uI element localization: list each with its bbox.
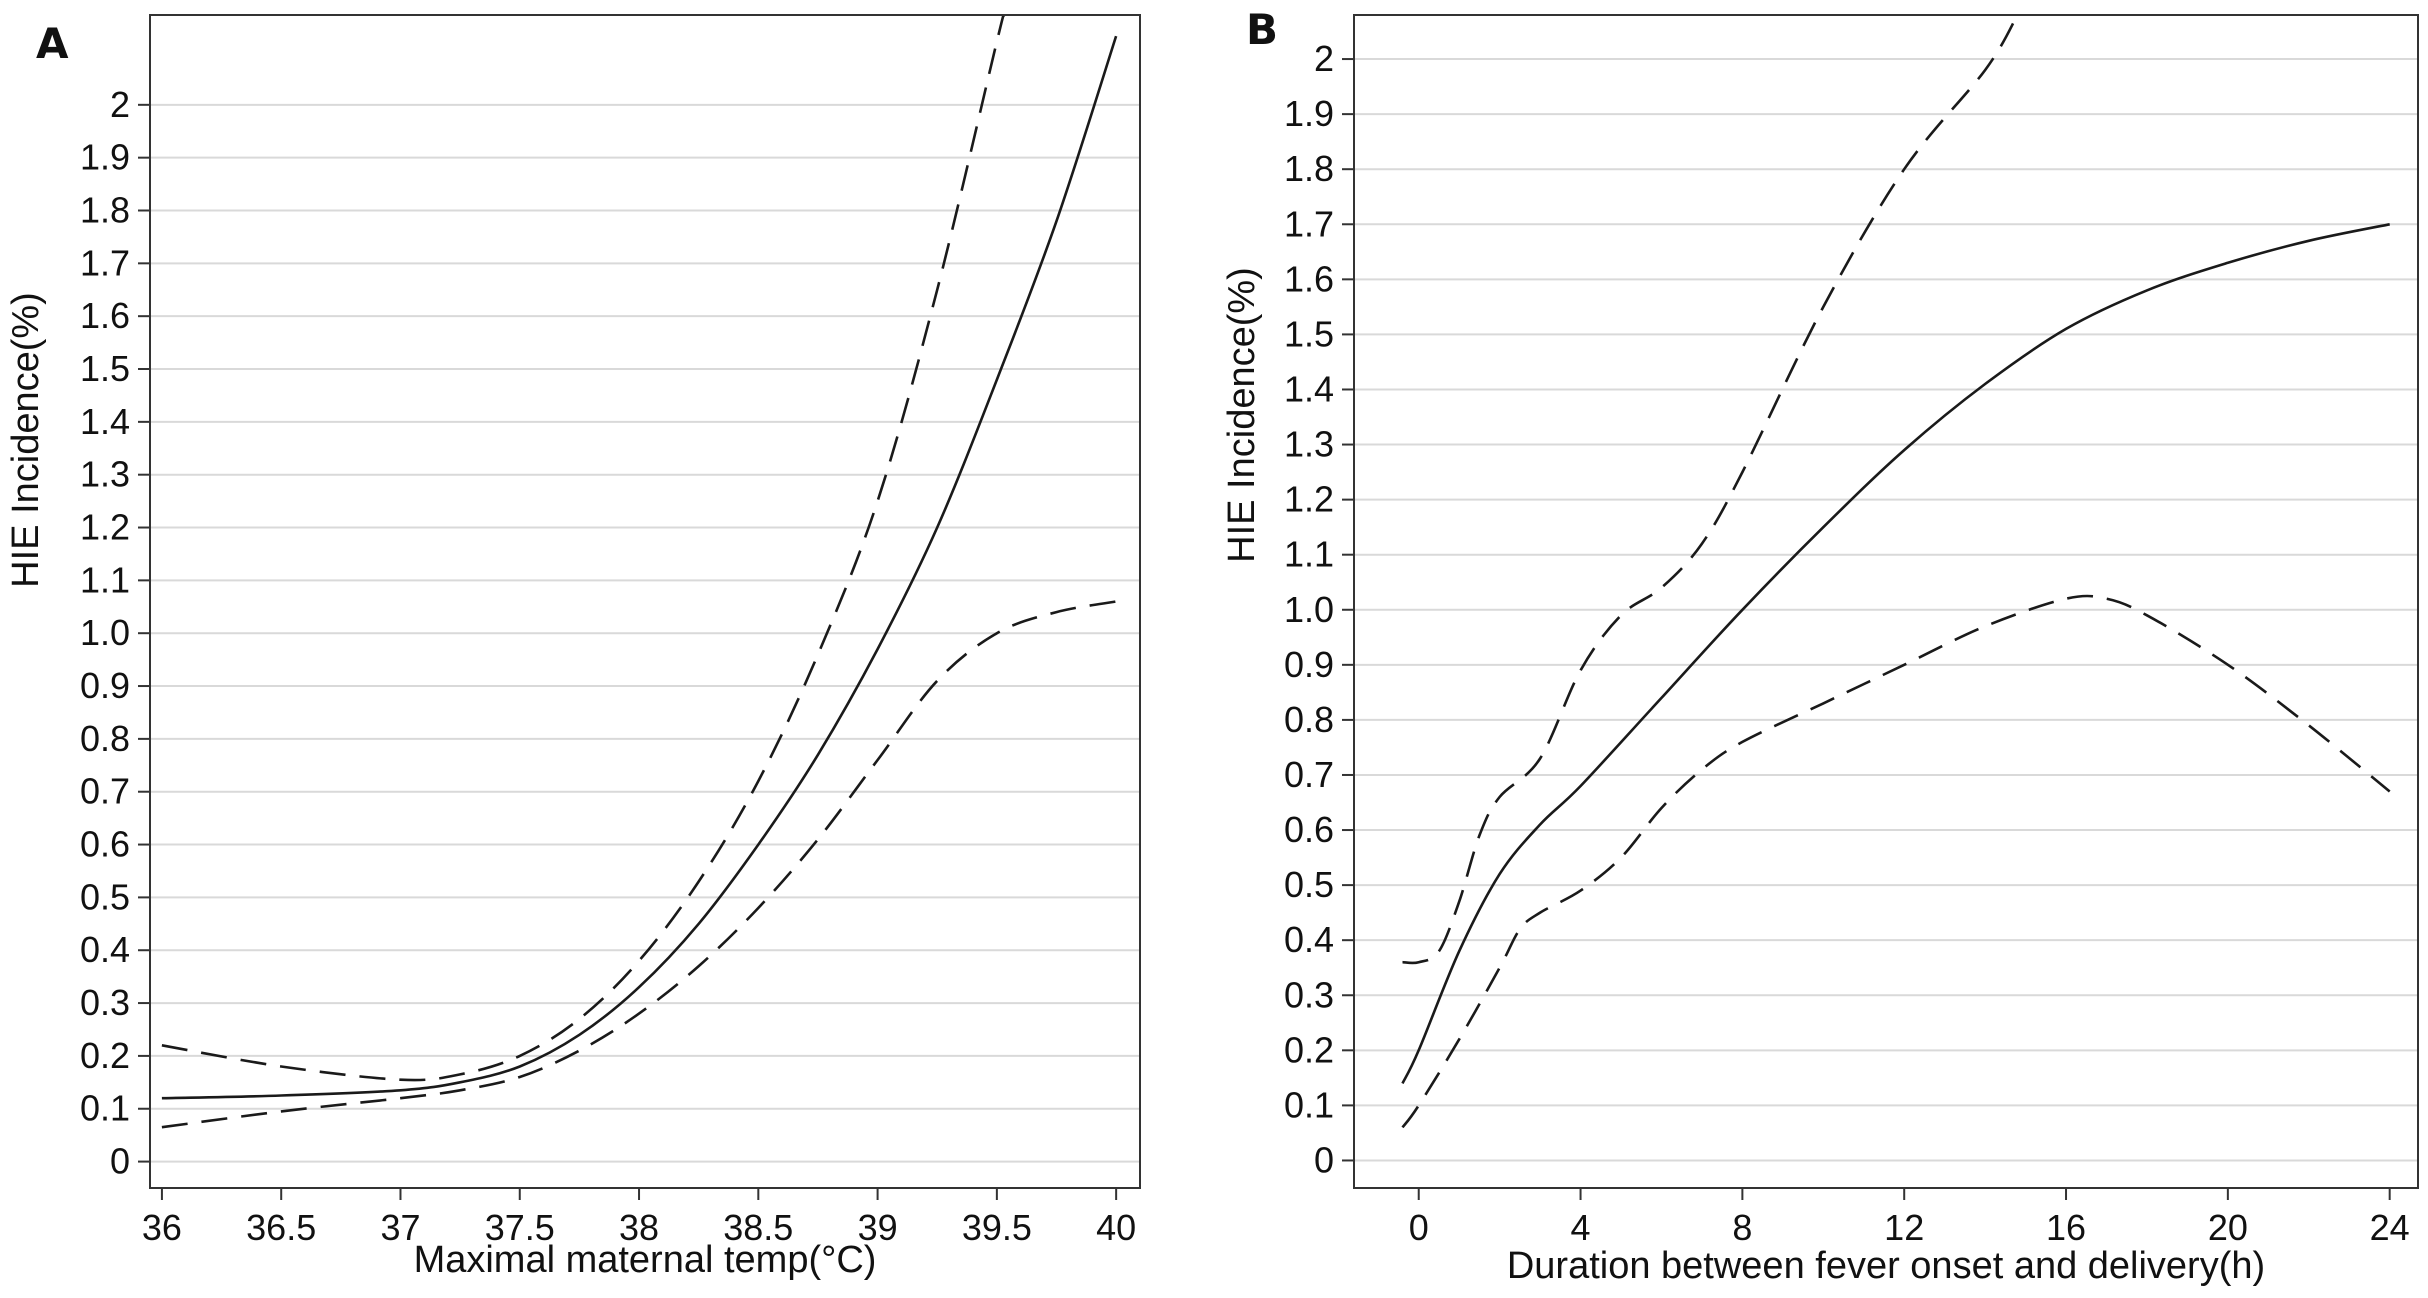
y-tick-label: 0.4 <box>1284 919 1334 960</box>
y-tick-label: 0.2 <box>80 1035 130 1076</box>
panel-b-gridlines <box>1354 58 2418 1162</box>
panel-a-x-axis-title: Maximal maternal temp(°C) <box>414 1239 877 1281</box>
x-tick-label: 40 <box>1096 1207 1136 1248</box>
panel-a-letter: A <box>36 19 69 68</box>
x-tick-label: 37 <box>380 1207 420 1248</box>
x-tick-label: 38.5 <box>723 1207 793 1248</box>
x-tick-label: 20 <box>2208 1207 2248 1248</box>
panel-b-series <box>1401 15 2391 1129</box>
y-tick-label: 1.9 <box>1284 93 1334 134</box>
y-tick-label: 1.3 <box>1284 424 1334 465</box>
panel-b-ticks: 0 0.1 0.2 0.3 0.4 0.5 0.6 0.7 0.8 0.9 1.0 1.1 1.2 1.3… <box>1284 38 2410 1248</box>
confidence-bound-line <box>161 600 1117 1129</box>
y-tick-label: 1.8 <box>80 190 130 231</box>
y-tick-label: 2 <box>1314 38 1334 79</box>
x-tick-label: 39.5 <box>962 1207 1032 1248</box>
y-tick-label: 1.2 <box>80 507 130 548</box>
x-tick-label: 4 <box>1571 1207 1591 1248</box>
x-tick-label: 24 <box>2370 1207 2410 1248</box>
x-tick-label: 36.5 <box>246 1207 316 1248</box>
panel-a: A 0 0.1 0.2 0.3 0.4 0.5 0.6 0.7 0.8 0.9 1.0 1.1 1.2 1… <box>5 14 1141 1281</box>
y-tick-label: 1.4 <box>1284 368 1334 409</box>
y-tick-label: 1.2 <box>1284 479 1334 520</box>
y-tick-label: 0.9 <box>1284 644 1334 685</box>
y-tick-label: 0.7 <box>1284 754 1334 795</box>
y-tick-label: 0.1 <box>1284 1084 1334 1125</box>
y-tick-label: 1.5 <box>1284 313 1334 354</box>
y-tick-label: 0.5 <box>80 876 130 917</box>
confidence-bound-line <box>1401 594 2391 1129</box>
y-tick-label: 0.3 <box>80 982 130 1023</box>
x-tick-label: 36 <box>142 1207 182 1248</box>
confidence-bound-line <box>1402 15 2019 965</box>
panel-a-plot-frame <box>149 14 1141 1189</box>
panel-b-letter: B <box>1246 5 1278 54</box>
y-tick-label: 0 <box>1314 1139 1334 1180</box>
y-tick-label: 1.7 <box>1284 203 1334 244</box>
y-tick-label: 1.8 <box>1284 148 1334 189</box>
panel-a-gridlines <box>150 103 1140 1163</box>
y-tick-label: 0.7 <box>80 771 130 812</box>
y-tick-label: 1.1 <box>80 559 130 600</box>
estimate-line <box>1401 223 2390 1084</box>
panel-b-y-axis-title: HIE Incidence(%) <box>1221 267 1263 563</box>
y-tick-label: 1.4 <box>80 401 130 442</box>
y-tick-label: 0.6 <box>1284 809 1334 850</box>
y-tick-label: 1.0 <box>1284 589 1334 630</box>
x-tick-label: 38 <box>619 1207 659 1248</box>
x-tick-label: 0 <box>1409 1207 1429 1248</box>
confidence-bound-line <box>161 15 1006 1082</box>
y-tick-label: 0.8 <box>1284 699 1334 740</box>
panel-b: B 0 0.1 0.2 0.3 0.4 0.5 0.6 0.7 0.8 0.9 1.0 1.1 1.2 1… <box>1221 5 2419 1287</box>
y-tick-label: 0.5 <box>1284 864 1334 905</box>
panel-a-y-axis-title: HIE Incidence(%) <box>5 292 47 588</box>
x-tick-label: 39 <box>858 1207 898 1248</box>
x-tick-label: 12 <box>1884 1207 1924 1248</box>
y-tick-label: 1.7 <box>80 242 130 283</box>
y-tick-label: 0.3 <box>1284 974 1334 1015</box>
panel-a-series <box>161 15 1118 1129</box>
x-tick-label: 8 <box>1732 1207 1752 1248</box>
y-tick-label: 0.8 <box>80 718 130 759</box>
y-tick-label: 1.1 <box>1284 534 1334 575</box>
x-tick-label: 16 <box>2046 1207 2086 1248</box>
y-tick-label: 1.3 <box>80 454 130 495</box>
panel-b-x-axis-title: Duration between fever onset and deliver… <box>1507 1245 2265 1287</box>
y-tick-label: 0 <box>110 1141 130 1182</box>
y-tick-label: 1.5 <box>80 348 130 389</box>
y-tick-label: 1.0 <box>80 612 130 653</box>
y-tick-label: 0.6 <box>80 824 130 865</box>
y-tick-label: 1.9 <box>80 137 130 178</box>
panel-b-plot-frame <box>1353 14 2419 1189</box>
estimate-line <box>161 35 1118 1100</box>
y-tick-label: 0.1 <box>80 1088 130 1129</box>
x-tick-label: 37.5 <box>485 1207 555 1248</box>
y-tick-label: 2 <box>110 84 130 125</box>
y-tick-label: 0.4 <box>80 929 130 970</box>
panel-a-ticks: 0 0.1 0.2 0.3 0.4 0.5 0.6 0.7 0.8 0.9 1.0 1.1 1.2 1.3… <box>80 84 1136 1248</box>
y-tick-label: 0.2 <box>1284 1029 1334 1070</box>
y-tick-label: 1.6 <box>80 295 130 336</box>
y-tick-label: 0.9 <box>80 665 130 706</box>
y-tick-label: 1.6 <box>1284 258 1334 299</box>
